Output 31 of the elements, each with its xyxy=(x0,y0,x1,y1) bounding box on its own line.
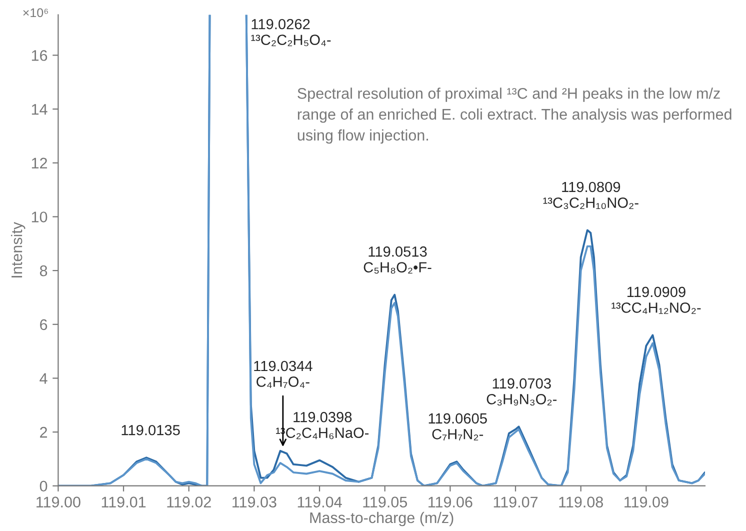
x-tick-label: 119.03 xyxy=(232,496,276,508)
annotation: 119.0344 C₄H₇O₄- xyxy=(254,360,312,388)
x-tick-label: 119.08 xyxy=(559,496,603,508)
y-tick-label: 8 xyxy=(40,265,48,276)
x-tick-label: 119.09 xyxy=(624,496,668,508)
y-tick-label: 0 xyxy=(40,480,48,492)
annotation: 119.0605 C₇H₇N₂- xyxy=(428,413,487,440)
x-tick-label: 119.00 xyxy=(36,496,80,508)
annotation: 119.0703 C₃H₉N₃O₂- xyxy=(486,378,557,406)
y-tick-label: 12 xyxy=(32,158,48,168)
text: ×10⁶ xyxy=(23,8,48,18)
x-tick-label: 119.01 xyxy=(102,496,146,508)
y-tick-label: 6 xyxy=(40,319,48,330)
x-axis-title: Mass-to-charge (m/z) xyxy=(310,512,454,526)
y-tick-label: 14 xyxy=(32,104,48,115)
annotation: 119.0809 ¹³C₃C₂H₁₀NO₂- xyxy=(543,182,638,210)
annotation: 119.0262 ¹³C₂C₂H₅O₄- xyxy=(251,18,331,46)
x-tick-label: 119.05 xyxy=(363,496,408,508)
y-axis-title: Intensity xyxy=(10,222,26,278)
annotation: 119.0135 xyxy=(122,424,180,436)
x-tick-label: 119.06 xyxy=(428,496,472,508)
annotation: 119.0513 C₅H₈O₂•F- xyxy=(364,246,432,274)
y-tick-label: 16 xyxy=(32,50,48,61)
y-tick-label: 2 xyxy=(40,426,48,438)
x-tick-label: 119.04 xyxy=(298,496,342,508)
annotation: 119.0909 ¹³CC₄H₁₂NO₂- xyxy=(612,286,701,314)
x-tick-label: 119.02 xyxy=(167,496,211,508)
annotation: Spectral resolution of proximal ¹³C and ²H peaks in the low m/z range of an enriched E. coli extract. The analysis was performed using flow injection. xyxy=(298,88,732,144)
y-tick-label: 4 xyxy=(40,373,48,384)
x-tick-label: 119.07 xyxy=(494,496,538,508)
y-tick-label: 10 xyxy=(32,212,48,222)
